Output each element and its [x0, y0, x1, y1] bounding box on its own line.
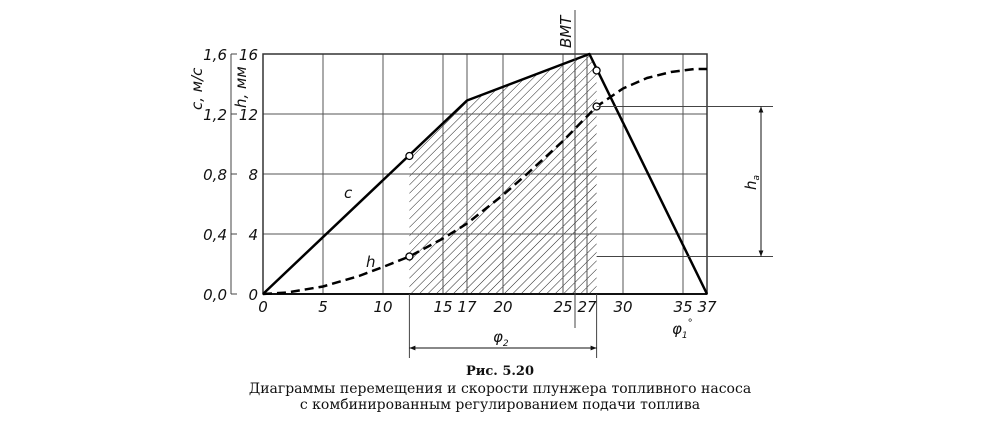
h-tick-label: 16 [239, 46, 258, 64]
h-axis-title: h, мм [232, 66, 250, 108]
x-tick-label: 25 [553, 298, 572, 316]
series-c-line [262, 52, 709, 295]
marker-h [405, 252, 414, 261]
x-axis-title: φ1° [672, 318, 693, 341]
annotations: ВМТ φ2 ha [408, 10, 773, 358]
x-tick-label: 10 [373, 298, 392, 316]
grid [263, 54, 707, 294]
figure-number: Рис. 5.20 [465, 364, 535, 379]
marker-c [405, 151, 414, 161]
series-h-label: h [366, 253, 376, 271]
x-tick-label: 0 [258, 298, 268, 316]
x-tick-label: 17 [457, 298, 477, 316]
c-tick-label: 1,6 [203, 46, 227, 64]
x-tick-label: 35 [673, 298, 692, 316]
phi2-label: φ2 [493, 328, 509, 349]
axes: 0,0 0,4 0,8 1,2 1,6 0 4 8 12 16 c, м/с h, мм 0 5 10 15 1… [188, 46, 717, 341]
x-tick-label: 15 [433, 298, 452, 316]
c-tick-label: 0,8 [203, 166, 227, 184]
marker-c [592, 66, 601, 75]
h-tick-label: 8 [248, 166, 258, 184]
x-tick-label: 5 [318, 298, 328, 316]
c-axis-title: c, м/с [188, 67, 206, 110]
caption-line-1: Диаграммы перемещения и скорости плунжер… [248, 381, 752, 397]
tdc-label: ВМТ [557, 14, 575, 48]
c-tick-label: 0,0 [203, 286, 227, 304]
c-tick-label: 0,4 [203, 226, 227, 244]
series: ch [262, 52, 709, 296]
h-tick-label: 4 [248, 226, 258, 244]
x-tick-label: 37 [697, 298, 717, 316]
series-c-label: c [344, 184, 353, 202]
h-tick-label: 0 [248, 286, 258, 304]
ha-label: ha [742, 175, 762, 190]
x-tick-label: 27 [577, 298, 597, 316]
x-tick-label: 20 [493, 298, 512, 316]
h-tick-label: 12 [239, 106, 258, 124]
x-tick-label: 30 [613, 298, 632, 316]
c-tick-label: 1,2 [203, 106, 227, 124]
caption-line-2: с комбинированным регулированием подачи … [299, 397, 701, 413]
plunger-diagram-chart: 0,0 0,4 0,8 1,2 1,6 0 4 8 12 16 c, м/с h, мм 0 5 10 15 1… [188, 10, 773, 358]
series-h-line [262, 67, 707, 296]
